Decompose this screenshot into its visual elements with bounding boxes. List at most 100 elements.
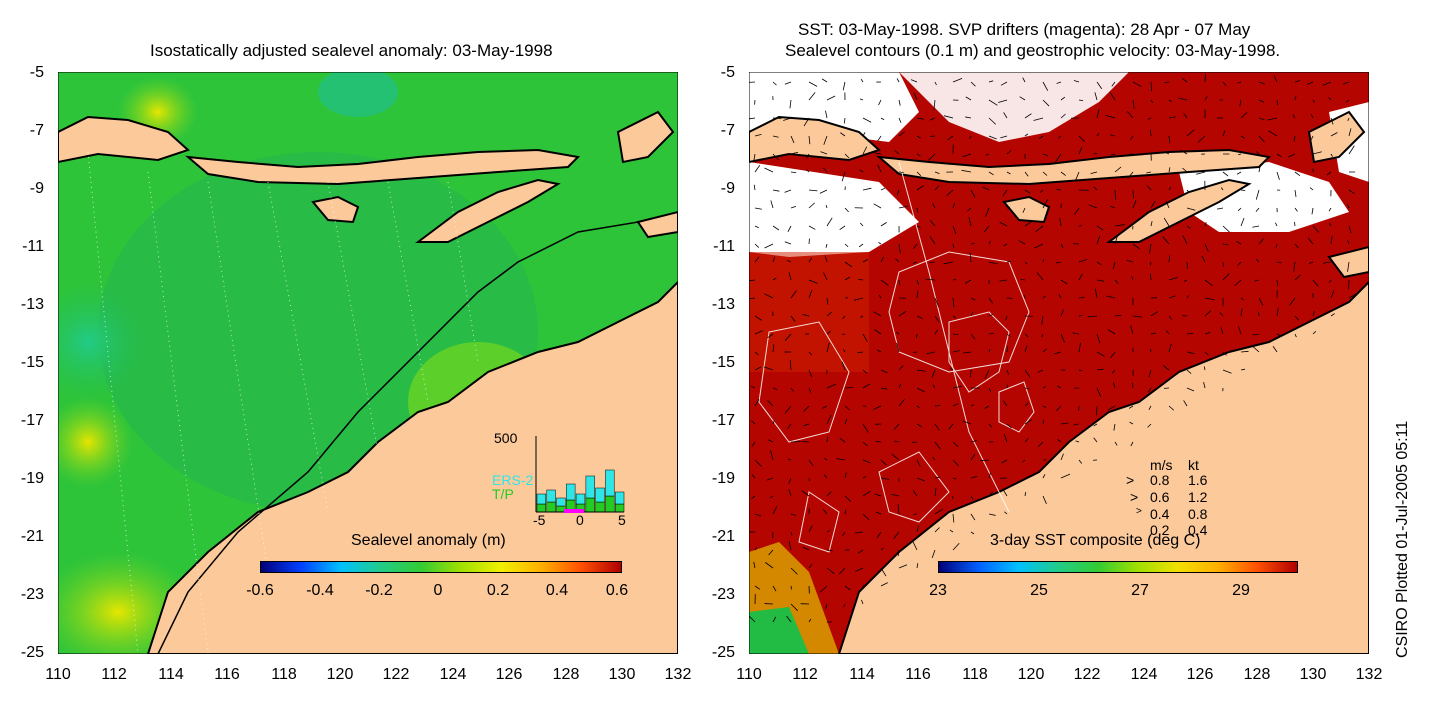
velocity-arrow bbox=[897, 504, 900, 515]
velocity-arrow bbox=[898, 310, 907, 317]
velocity-arrow bbox=[1222, 225, 1230, 233]
velocity-arrow bbox=[788, 541, 792, 551]
velocity-arrow bbox=[783, 117, 792, 121]
velocity-arrow bbox=[895, 331, 900, 335]
velocity-arrow bbox=[772, 506, 778, 515]
velocity-arrow bbox=[1255, 189, 1260, 200]
velocity-arrow bbox=[789, 360, 792, 371]
velocity-arrow bbox=[861, 599, 864, 605]
velocity-arrow bbox=[862, 459, 871, 464]
velocity-arrow bbox=[808, 459, 814, 467]
velocity-arrow bbox=[1294, 80, 1301, 83]
left-y-tick: -7 bbox=[29, 122, 44, 139]
velocity-arrow bbox=[754, 351, 759, 356]
velocity-arrow bbox=[1055, 153, 1062, 163]
velocity-arrow bbox=[1024, 438, 1029, 443]
velocity-arrow bbox=[970, 189, 976, 198]
velocity-arrow bbox=[1114, 166, 1122, 173]
velocity-arrow bbox=[1132, 99, 1135, 109]
velocity-arrow bbox=[896, 78, 900, 83]
velocity-arrow bbox=[801, 441, 810, 443]
velocity-arrow bbox=[1294, 243, 1299, 249]
velocity-arrow bbox=[790, 567, 798, 575]
velocity-arrow bbox=[826, 311, 833, 317]
velocity-arrow bbox=[1114, 314, 1122, 317]
velocity-arrow bbox=[1186, 225, 1191, 229]
velocity-arrow bbox=[839, 225, 846, 231]
velocity-arrow bbox=[753, 184, 756, 191]
velocity-arrow bbox=[880, 256, 885, 263]
velocity-arrow bbox=[916, 207, 918, 213]
inset-bar-ers2 bbox=[575, 493, 586, 505]
velocity-arrow bbox=[1289, 297, 1296, 306]
velocity-arrow bbox=[916, 315, 923, 319]
inset-ymax-label: 500 bbox=[494, 430, 518, 446]
velocity-arrow bbox=[1018, 240, 1026, 245]
velocity-legend-kt: 1.2 bbox=[1188, 489, 1208, 505]
velocity-arrow bbox=[754, 513, 762, 517]
velocity-arrow bbox=[1127, 153, 1134, 155]
velocity-arrow bbox=[844, 207, 849, 213]
velocity-arrow bbox=[876, 349, 882, 353]
velocity-arrow bbox=[802, 546, 810, 551]
velocity-arrow bbox=[1348, 145, 1355, 155]
velocity-arrow bbox=[934, 423, 940, 431]
velocity-arrow bbox=[1150, 200, 1156, 209]
velocity-arrow bbox=[1322, 261, 1332, 264]
velocity-arrow bbox=[862, 369, 868, 374]
velocity-arrow bbox=[1276, 261, 1282, 264]
right-y-tick: -25 bbox=[711, 644, 735, 661]
velocity-arrow bbox=[1222, 81, 1227, 86]
velocity-arrow bbox=[1222, 369, 1232, 374]
velocity-arrow bbox=[826, 297, 829, 305]
velocity-arrow bbox=[1129, 421, 1134, 425]
velocity-arrow bbox=[1042, 295, 1046, 299]
velocity-arrow bbox=[970, 333, 976, 340]
velocity-arrow bbox=[784, 333, 792, 341]
velocity-arrow bbox=[862, 117, 872, 123]
velocity-arrow bbox=[1330, 117, 1334, 125]
velocity-arrow bbox=[934, 527, 940, 533]
velocity-arrow bbox=[1114, 441, 1118, 446]
velocity-arrow bbox=[1276, 99, 1279, 106]
velocity-arrow bbox=[898, 99, 901, 106]
velocity-arrow bbox=[1180, 149, 1188, 155]
velocity-arrow bbox=[1042, 171, 1048, 176]
velocity-arrow bbox=[1000, 135, 1008, 139]
velocity-arrow bbox=[1006, 260, 1012, 263]
velocity-arrow bbox=[754, 243, 760, 248]
velocity-arrow bbox=[1096, 108, 1100, 119]
velocity-arrow bbox=[1150, 99, 1153, 104]
velocity-arrow bbox=[962, 351, 972, 354]
velocity-arrow bbox=[1024, 113, 1032, 119]
right-y-tick: -9 bbox=[720, 180, 735, 197]
left-x-tick: 118 bbox=[271, 666, 297, 683]
velocity-arrow bbox=[1183, 113, 1188, 119]
right-panel-title-line1: SST: 03-May-1998. SVP drifters (magenta)… bbox=[798, 20, 1251, 39]
velocity-arrow bbox=[853, 297, 864, 301]
velocity-arrow bbox=[1234, 279, 1242, 287]
velocity-arrow bbox=[772, 225, 780, 231]
velocity-arrow bbox=[790, 315, 796, 322]
velocity-arrow bbox=[1294, 333, 1297, 338]
velocity-arrow bbox=[952, 385, 962, 389]
velocity-arrow bbox=[943, 115, 954, 119]
velocity-arrow bbox=[784, 81, 792, 85]
velocity-arrow bbox=[808, 525, 813, 533]
velocity-arrow bbox=[1292, 114, 1296, 119]
inset-bar-ers2 bbox=[614, 491, 625, 505]
velocity-arrow bbox=[984, 225, 990, 233]
velocity-arrow bbox=[1258, 238, 1264, 245]
velocity-arrow bbox=[952, 297, 955, 308]
velocity-arrow bbox=[1024, 387, 1030, 390]
velocity-arrow bbox=[1240, 350, 1249, 353]
right-x-tick: 116 bbox=[905, 666, 931, 683]
velocity-arrow bbox=[1293, 261, 1296, 272]
velocity-arrow bbox=[1006, 384, 1009, 389]
velocity-arrow bbox=[934, 81, 937, 86]
velocity-arrow bbox=[913, 92, 918, 101]
velocity-arrow bbox=[916, 477, 926, 482]
velocity-arrow bbox=[1059, 218, 1062, 227]
left-x-tick: 124 bbox=[439, 666, 467, 683]
velocity-arrow bbox=[754, 207, 762, 210]
